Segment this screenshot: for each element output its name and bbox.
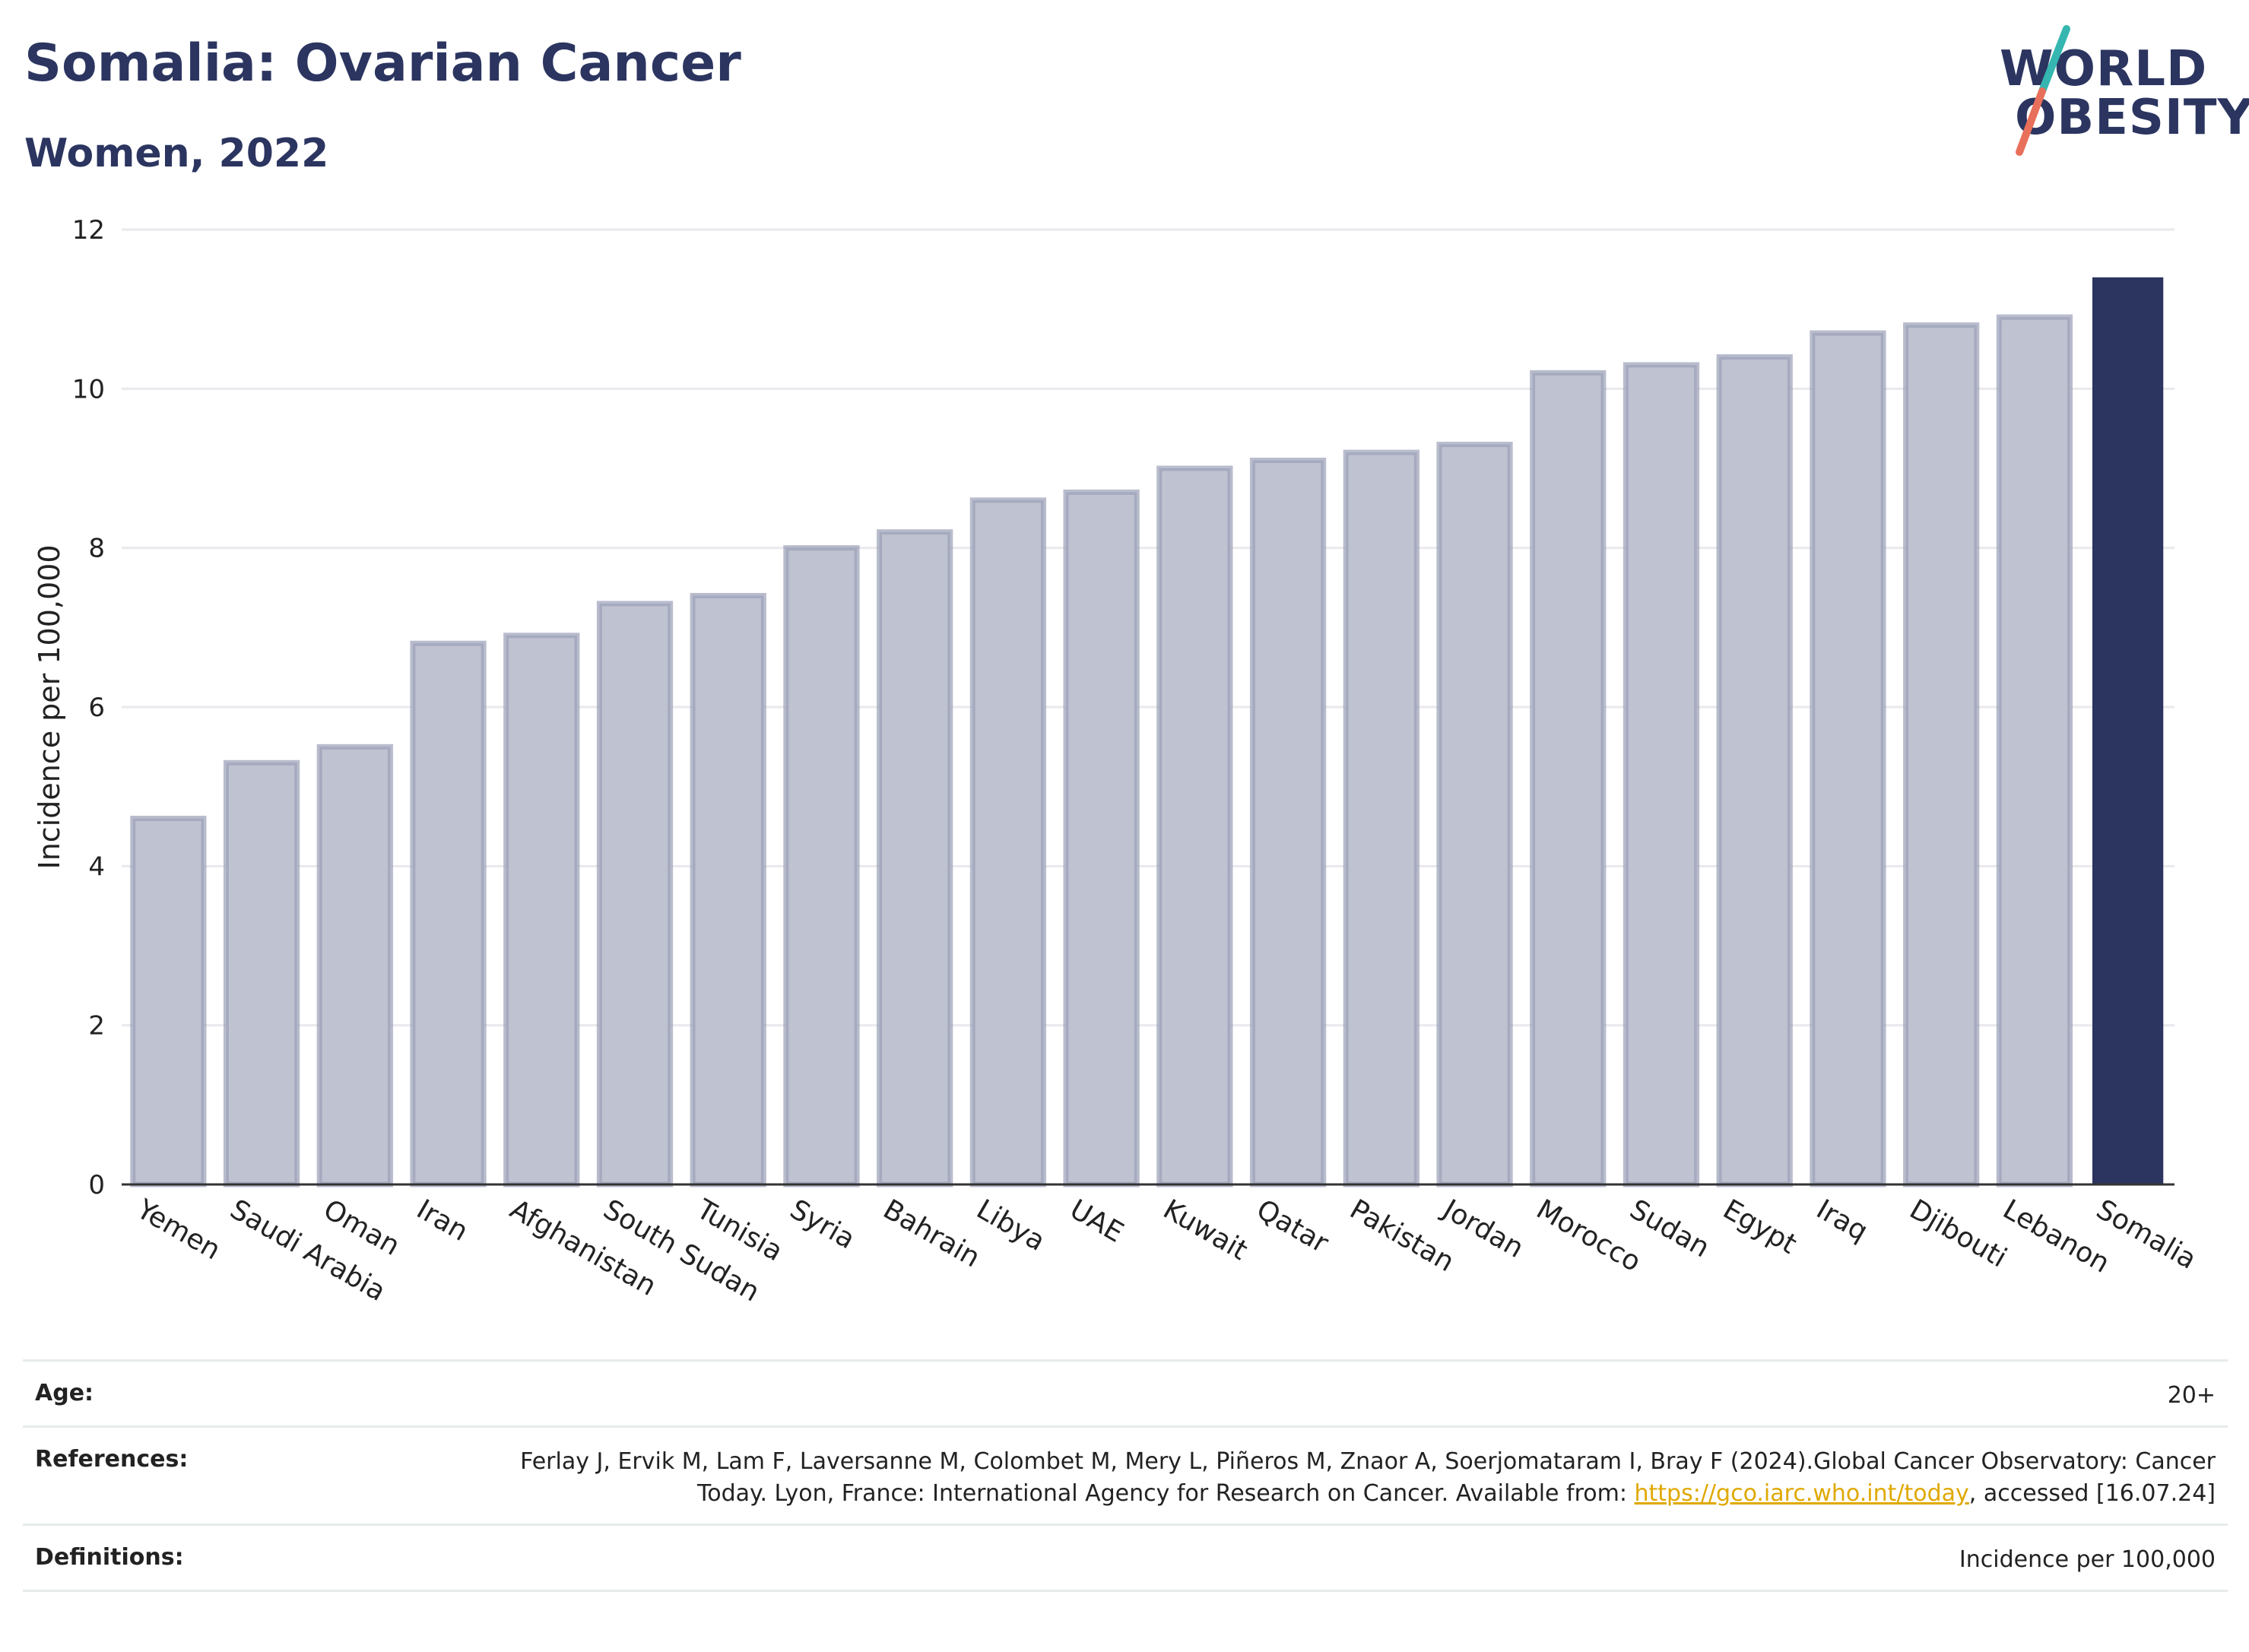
y-tick-label: 12 [72,215,105,246]
y-axis-title: Incidence per 100,000 [33,544,66,869]
x-tick-label: Djibouti [1905,1194,2012,1273]
y-tick-label: 4 [88,851,105,882]
bar-chart: 0 2 4 6 8 10 12 Incidence per 100,000 YemenSaudi… [33,215,2201,1308]
y-tick-label: 6 [88,693,105,723]
bar-yemen [130,816,207,1187]
logo-line-2: OBESITY [2015,90,2249,146]
bar-afghanistan [503,633,580,1187]
age-label: Age: [35,1380,94,1406]
y-tick-label: 0 [88,1170,105,1200]
age-value: 20+ [2167,1382,2216,1409]
bar-iraq [1810,330,1886,1187]
bar-saudi-arabia [223,759,300,1187]
bar-djibouti [1903,322,1980,1187]
bar-sudan [1623,362,1700,1187]
x-tick-label: South Sudan [598,1194,765,1308]
x-tick-label: Egypt [1718,1194,1801,1260]
page-subtitle: Women, 2022 [24,131,329,176]
x-tick-label: Qatar [1251,1194,1334,1259]
definitions-label: Definitions: [35,1544,184,1571]
x-tick-label: Iran [411,1194,473,1248]
x-tick-label: Pakistan [1344,1194,1459,1278]
bar-kuwait [1156,465,1233,1187]
bar-uae [1063,489,1140,1187]
bar-morocco [1530,369,1607,1187]
references-row: References: Ferlay J, Ervik M, Lam F, La… [23,1425,2228,1524]
bar-iran [410,640,487,1187]
bar-somalia [2092,277,2164,1184]
bar-egypt [1716,354,1793,1187]
y-tick-label: 10 [72,374,105,404]
x-tick-label: UAE [1064,1194,1128,1248]
age-row: Age: 20+ [23,1359,2228,1425]
x-tick-label: Kuwait [1158,1194,1253,1267]
definitions-value: Incidence per 100,000 [1959,1546,2216,1573]
references-text: Ferlay J, Ervik M, Lam F, Laversanne M, … [467,1446,2216,1510]
x-tick-label: Lebanon [1997,1194,2114,1279]
y-tick-label: 2 [88,1011,105,1042]
bar-jordan [1436,442,1513,1187]
logo-line-1: WORLD [2000,41,2208,97]
bar-oman [316,744,393,1187]
references-accessed: , accessed [16.07.24] [1968,1480,2216,1507]
x-tick-label: Yemen [131,1194,226,1267]
references-citation: Ferlay J, Ervik M, Lam F, Laversanne M, … [520,1448,2216,1507]
references-link[interactable]: https://gco.iarc.who.int/today [1634,1480,1969,1507]
bar-tunisia [690,592,766,1187]
bar-bahrain [877,529,953,1187]
bar-pakistan [1343,449,1420,1187]
x-tick-label: Iraq [1811,1194,1873,1248]
y-tick-label: 8 [88,534,105,564]
definitions-row: Definitions: Incidence per 100,000 [23,1524,2228,1592]
logo-slash-icon [2016,25,2070,156]
x-tick-label: Bahrain [878,1194,985,1273]
bar-lebanon [1996,314,2073,1187]
x-tick-label: Saudi Arabia [225,1194,391,1308]
world-obesity-logo: WORLD OBESITY [1992,23,2249,160]
bar-south-sudan [596,601,674,1187]
info-table: Age: 20+ References: Ferlay J, Ervik M, … [23,1359,2228,1592]
page-title: Somalia: Ovarian Cancer [24,33,741,94]
bar-syria [783,545,860,1187]
x-tick-label: Morocco [1531,1194,1646,1278]
x-tick-label: Syria [785,1194,860,1255]
references-label: References: [35,1446,189,1473]
bar-libya [969,497,1047,1187]
bar-qatar [1249,458,1327,1187]
